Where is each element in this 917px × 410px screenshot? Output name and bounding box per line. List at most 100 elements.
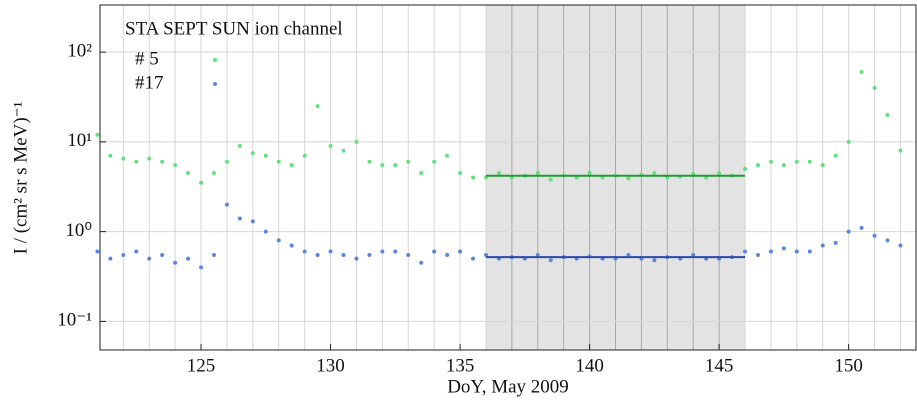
- data-point: [781, 163, 786, 168]
- data-point: [186, 171, 191, 176]
- data-point: [548, 258, 553, 263]
- data-point: [743, 249, 748, 254]
- data-point: [717, 171, 722, 176]
- x-tick-label: 135: [446, 355, 475, 376]
- x-tick-label: 125: [187, 355, 216, 376]
- y-tick-label: 10¹: [67, 130, 92, 151]
- data-point: [781, 246, 786, 251]
- data-point: [535, 252, 540, 257]
- data-point: [315, 104, 320, 109]
- legend-label: # 5: [135, 48, 159, 69]
- y-tick-label: 10⁰: [65, 220, 92, 241]
- data-point: [807, 249, 812, 254]
- data-point: [95, 132, 100, 137]
- data-point: [846, 229, 851, 234]
- data-point: [898, 243, 903, 248]
- data-point: [432, 249, 437, 254]
- data-point: [872, 85, 877, 90]
- data-point: [237, 216, 242, 221]
- data-point: [199, 180, 204, 185]
- data-point: [224, 159, 229, 164]
- data-point: [755, 163, 760, 168]
- legend-title: STA SEPT SUN ion channel: [125, 18, 343, 39]
- data-point: [134, 159, 139, 164]
- data-point: [898, 148, 903, 153]
- data-point: [328, 249, 333, 254]
- x-tick-label: 150: [834, 355, 863, 376]
- data-point: [885, 238, 890, 243]
- data-point: [587, 171, 592, 176]
- data-point: [768, 159, 773, 164]
- legend-label: #17: [135, 72, 164, 93]
- data-point: [807, 159, 812, 164]
- data-point: [820, 163, 825, 168]
- data-point: [211, 171, 216, 176]
- data-point: [147, 256, 152, 261]
- data-point: [276, 238, 281, 243]
- x-axis-label: DoY, May 2009: [447, 376, 569, 397]
- data-point: [367, 252, 372, 257]
- data-point: [289, 243, 294, 248]
- data-point: [743, 166, 748, 171]
- data-point: [691, 252, 696, 257]
- legend-marker: [213, 58, 217, 62]
- data-point: [237, 143, 242, 148]
- data-point: [186, 256, 191, 261]
- data-point: [341, 252, 346, 257]
- data-point: [859, 70, 864, 75]
- data-point: [652, 258, 657, 263]
- data-point: [380, 249, 385, 254]
- data-point: [833, 240, 838, 245]
- data-point: [199, 265, 204, 270]
- data-point: [820, 243, 825, 248]
- data-point: [833, 153, 838, 158]
- y-tick-label: 10⁻¹: [57, 310, 92, 331]
- data-point: [406, 159, 411, 164]
- data-point: [885, 112, 890, 117]
- data-point: [548, 177, 553, 182]
- data-point: [224, 202, 229, 207]
- data-point: [302, 249, 307, 254]
- data-point: [419, 171, 424, 176]
- data-point: [173, 260, 178, 265]
- data-point: [341, 148, 346, 153]
- plot-frame: [99, 4, 917, 351]
- data-point: [354, 139, 359, 144]
- data-point: [393, 249, 398, 254]
- data-point: [483, 252, 488, 257]
- data-point: [432, 159, 437, 164]
- data-point: [652, 171, 657, 176]
- data-point: [846, 139, 851, 144]
- data-point: [445, 153, 450, 158]
- data-point: [367, 159, 372, 164]
- data-point: [134, 249, 139, 254]
- data-point: [458, 171, 463, 176]
- data-point: [393, 163, 398, 168]
- data-point: [160, 159, 165, 164]
- legend-marker: [213, 82, 217, 86]
- x-tick-label: 140: [575, 355, 604, 376]
- data-point: [250, 151, 255, 156]
- y-axis-label: I / (cm² sr s MeV)⁻¹: [10, 101, 31, 254]
- data-point: [289, 163, 294, 168]
- data-point: [263, 229, 268, 234]
- data-point: [445, 252, 450, 257]
- data-point: [406, 252, 411, 257]
- data-point: [354, 256, 359, 261]
- data-point: [276, 159, 281, 164]
- data-point: [108, 153, 113, 158]
- data-point: [626, 252, 631, 257]
- data-point: [471, 175, 476, 180]
- data-point: [160, 252, 165, 257]
- data-point: [173, 163, 178, 168]
- data-point: [755, 252, 760, 257]
- data-point: [419, 260, 424, 265]
- data-point: [302, 153, 307, 158]
- data-point: [626, 176, 631, 181]
- data-point: [211, 252, 216, 257]
- data-point: [108, 256, 113, 261]
- data-point: [859, 225, 864, 230]
- data-point: [535, 171, 540, 176]
- data-point: [263, 153, 268, 158]
